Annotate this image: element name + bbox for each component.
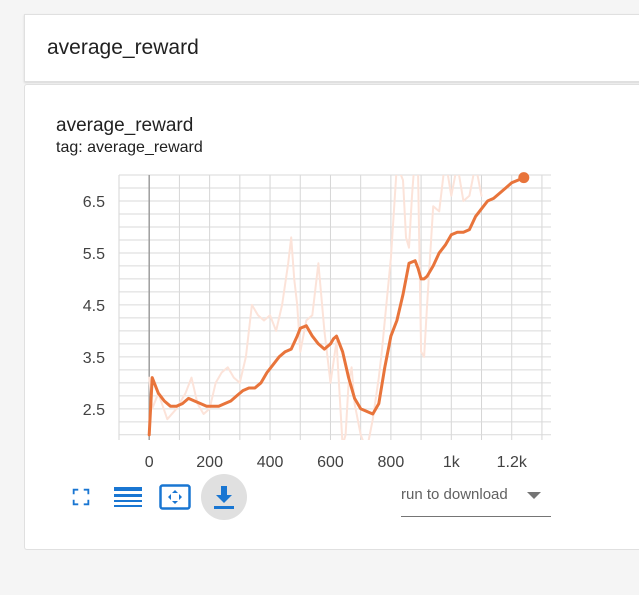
- download-format-select[interactable]: run to download: [401, 483, 551, 517]
- y-tick-label: 5.5: [83, 246, 105, 263]
- download-select-label: run to download: [401, 486, 508, 503]
- x-tick-label: 200: [196, 454, 223, 471]
- x-tick-label: 1.2k: [497, 454, 528, 471]
- y-tick-label: 2.5: [83, 402, 105, 419]
- smoothed-series-line: [147, 176, 526, 437]
- section-header: average_reward: [24, 14, 639, 82]
- y-tick-label: 4.5: [83, 298, 105, 315]
- x-tick-label: 600: [317, 454, 344, 471]
- x-tick-label: 400: [257, 454, 284, 471]
- lines-icon: [114, 487, 142, 507]
- download-button[interactable]: [201, 474, 247, 520]
- latest-point-marker: [518, 172, 530, 184]
- line-chart[interactable]: 0 200 400 600 800 1k 1.2k 2.5 3.5 4.5 5.5 6.5: [25, 85, 639, 485]
- fit-domain-button[interactable]: [159, 481, 191, 513]
- chart-title: average_reward: [56, 115, 194, 136]
- toggle-data-button[interactable]: [112, 481, 144, 513]
- chart-tag: tag: average_reward: [56, 139, 203, 156]
- section-title: average_reward: [47, 36, 199, 59]
- x-tick-label: 1k: [443, 454, 461, 471]
- fit-domain-icon: [159, 484, 191, 510]
- x-tick-label: 800: [378, 454, 405, 471]
- fullscreen-button[interactable]: [65, 481, 97, 513]
- raw-series-line: [148, 175, 483, 440]
- chart-card: average_reward tag: average_reward 0 200 4…: [24, 84, 639, 550]
- chevron-down-icon: [527, 492, 541, 499]
- y-tick-label: 3.5: [83, 350, 105, 367]
- y-tick-label: 6.5: [83, 194, 105, 211]
- download-icon: [214, 486, 234, 509]
- fullscreen-icon: [72, 488, 90, 506]
- x-tick-label: 0: [145, 454, 154, 471]
